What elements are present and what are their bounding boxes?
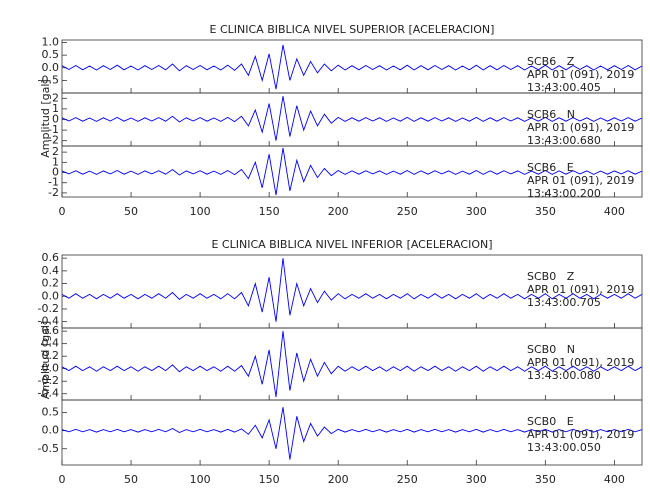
y-tick-label: 0.5 xyxy=(42,406,60,419)
trace-date: APR 01 (091), 2019 xyxy=(527,121,634,134)
y-tick-label: -2 xyxy=(48,134,59,147)
x-tick-label: 100 xyxy=(190,473,211,486)
x-tick-label: 300 xyxy=(466,473,487,486)
x-tick-label: 350 xyxy=(535,473,556,486)
x-tick-label: 250 xyxy=(397,205,418,218)
y-tick-label: 2 xyxy=(52,91,59,104)
trace-date: APR 01 (091), 2019 xyxy=(527,283,634,296)
x-tick-label: 50 xyxy=(124,473,138,486)
trace-time: 13:43:00.680 xyxy=(527,134,601,147)
waveform xyxy=(61,258,643,322)
y-tick-label: 0.2 xyxy=(42,349,60,362)
y-tick-label: -0.2 xyxy=(38,374,59,387)
y-tick-label: -0.2 xyxy=(38,302,59,315)
trace-time: 13:43:00.050 xyxy=(527,441,601,454)
trace-label: SCB0 E xyxy=(527,415,574,428)
y-tick-label: -0.5 xyxy=(38,442,59,455)
y-tick-label: 0.2 xyxy=(42,277,60,290)
chart-title: E CLINICA BIBLICA NIVEL SUPERIOR [ACELER… xyxy=(210,23,495,36)
trace-date: APR 01 (091), 2019 xyxy=(527,356,634,369)
y-tick-label: 0.4 xyxy=(42,264,60,277)
x-tick-label: 200 xyxy=(328,205,349,218)
x-tick-label: 250 xyxy=(397,473,418,486)
waveform xyxy=(61,331,643,397)
y-tick-label: 1 xyxy=(52,102,59,115)
y-tick-label: 0.4 xyxy=(42,337,60,350)
trace-date: APR 01 (091), 2019 xyxy=(527,428,634,441)
waveform xyxy=(61,147,643,196)
y-tick-label: 1.0 xyxy=(42,36,60,49)
panel-frame xyxy=(61,399,643,466)
y-tick-label: 0.0 xyxy=(42,289,60,302)
trace-time: 13:43:00.200 xyxy=(527,187,601,200)
x-tick-label: 0 xyxy=(59,473,66,486)
y-tick-label: 0.0 xyxy=(42,424,60,437)
y-tick-label: 0.0 xyxy=(42,61,60,74)
y-tick-label: 1 xyxy=(52,155,59,168)
x-tick-label: 300 xyxy=(466,205,487,218)
trace-date: APR 01 (091), 2019 xyxy=(527,68,634,81)
y-tick-label: 0.6 xyxy=(42,324,60,337)
x-tick-label: 350 xyxy=(535,205,556,218)
trace-label: SCB0 Z xyxy=(527,270,575,283)
y-tick-label: 2 xyxy=(52,145,59,158)
x-tick-label: 150 xyxy=(259,205,280,218)
x-tick-label: 400 xyxy=(604,205,625,218)
x-tick-label: 0 xyxy=(59,205,66,218)
trace-time: 13:43:00.705 xyxy=(527,296,601,309)
y-tick-label: 0.0 xyxy=(42,362,60,375)
waveform xyxy=(61,44,643,90)
x-tick-label: 200 xyxy=(328,473,349,486)
trace-time: 13:43:00.080 xyxy=(527,369,601,382)
trace-label: SCB6 Z xyxy=(527,55,575,68)
trace-label: SCB0 N xyxy=(527,343,575,356)
y-tick-label: 0 xyxy=(52,113,59,126)
x-tick-label: 50 xyxy=(124,205,138,218)
y-tick-label: 0.5 xyxy=(42,48,60,61)
trace-label: SCB6 E xyxy=(527,161,574,174)
chart-title: E CLINICA BIBLICA NIVEL INFERIOR [ACELER… xyxy=(211,238,492,251)
waveform xyxy=(61,407,643,460)
trace-label: SCB6 N xyxy=(527,108,575,121)
y-tick-label: 0 xyxy=(52,166,59,179)
y-tick-label: -1 xyxy=(48,176,59,189)
trace-date: APR 01 (091), 2019 xyxy=(527,174,634,187)
y-axis-label: Amplitud [gal] xyxy=(39,321,52,399)
x-tick-label: 150 xyxy=(259,473,280,486)
x-tick-label: 100 xyxy=(190,205,211,218)
y-tick-label: 0.6 xyxy=(42,251,60,264)
y-tick-label: -0.4 xyxy=(38,387,59,400)
y-axis-label: Amplitud [gal] xyxy=(39,79,52,157)
y-tick-label: -2 xyxy=(48,186,59,199)
y-tick-label: -1 xyxy=(48,123,59,136)
x-tick-label: 400 xyxy=(604,473,625,486)
y-tick-label: -0.5 xyxy=(38,73,59,86)
waveform xyxy=(61,96,643,141)
trace-time: 13:43:00.405 xyxy=(527,81,601,94)
y-tick-label: -0.4 xyxy=(38,315,59,328)
